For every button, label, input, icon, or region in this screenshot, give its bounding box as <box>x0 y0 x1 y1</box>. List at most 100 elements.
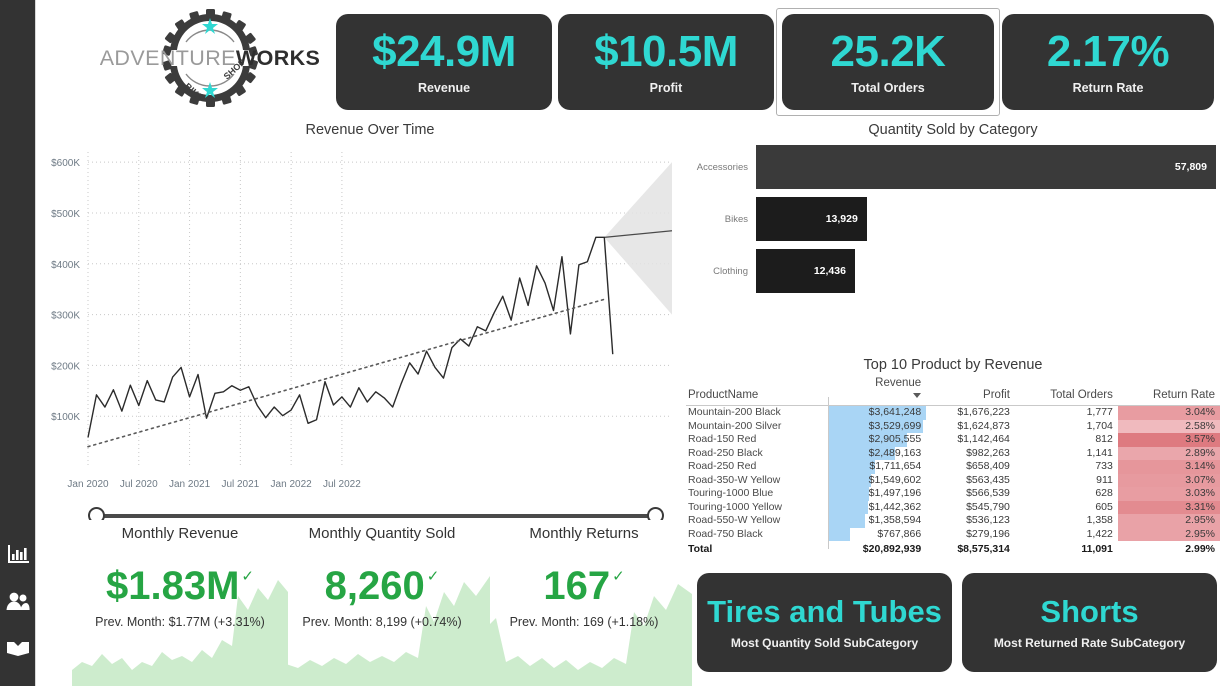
subcard-value: Shorts <box>1040 593 1139 629</box>
table-row[interactable]: Touring-1000 Blue $1,497,196 $566,539 628 3.… <box>686 487 1220 501</box>
subcard-label: Most Returned Rate SubCategory <box>993 635 1186 650</box>
cell-total-orders: 605 <box>1095 500 1113 513</box>
cell-product-name: Road-250 Red <box>688 460 757 472</box>
table-row[interactable]: Road-150 Red $2,905,555 $1,142,464 812 3.57% <box>686 433 1220 447</box>
kpi-value: $10.5M <box>594 26 738 76</box>
mini-card-monthly-returns[interactable]: Monthly Returns 167 ✓ Prev. Month: 169 (+… <box>476 520 692 686</box>
cell-product-name: Touring-1000 Blue <box>688 487 774 499</box>
bar-bikes[interactable]: 13,929 <box>756 197 867 241</box>
cell-return-rate: 3.03% <box>1117 487 1220 501</box>
cell-profit: $1,142,464 <box>957 433 1010 445</box>
subcard-most-returned-rate[interactable]: Shorts Most Returned Rate SubCategory <box>962 573 1217 672</box>
cell-product-name: Mountain-200 Silver <box>688 419 782 432</box>
table-row[interactable]: Road-250 Black $2,489,163 $982,263 1,141 2.8… <box>686 446 1220 460</box>
bar-accessories[interactable]: 57,809 <box>756 145 1216 189</box>
subcard-value: Tires and Tubes <box>707 593 942 629</box>
cell-return-rate: 3.14% <box>1117 460 1220 474</box>
x-axis-tick-label: Jan 2021 <box>169 479 211 490</box>
kpi-card-return-rate[interactable]: 2.17% Return Rate <box>1002 14 1214 110</box>
col-profit[interactable]: Profit <box>983 389 1010 401</box>
mini-card-monthly-revenue[interactable]: Monthly Revenue $1.83M ✓ Prev. Month: $1.… <box>72 520 288 686</box>
mini-card-monthly-quantity[interactable]: Monthly Quantity Sold 8,260 ✓ Prev. Month… <box>274 520 490 686</box>
subcard-most-quantity-sold[interactable]: Tires and Tubes Most Quantity Sold SubCa… <box>697 573 952 672</box>
kpi-label: Profit <box>649 80 683 95</box>
trend-line <box>87 298 606 448</box>
bar-row: Bikes 13,929 <box>686 197 1220 241</box>
cell-total-orders: 628 <box>1095 487 1113 499</box>
mini-card-value: $1.83M <box>106 564 240 608</box>
cell-return-rate: 2.89% <box>1117 446 1220 460</box>
mini-card-prev-month: Prev. Month: 8,199 (+0.74%) <box>302 615 462 629</box>
cell-revenue: $3,641,248 <box>829 406 927 420</box>
bar-clothing[interactable]: 12,436 <box>756 249 855 293</box>
revenue-line <box>87 236 614 438</box>
slider-track <box>96 514 656 518</box>
customers-icon[interactable] <box>0 578 36 624</box>
kpi-card-profit[interactable]: $10.5M Profit <box>558 14 774 110</box>
mini-card-value: 167 <box>543 564 611 608</box>
col-product-name[interactable]: ProductName <box>688 389 759 401</box>
kpi-card-revenue[interactable]: $24.9M Revenue <box>336 14 552 110</box>
cell-product-name: Mountain-200 Black <box>688 406 781 418</box>
sparkline-monthly-revenue <box>72 566 288 686</box>
col-revenue[interactable]: Revenue <box>829 377 926 406</box>
forecast-line <box>604 230 673 238</box>
cell-product-name: Road-250 Black <box>688 446 763 459</box>
revenue-data-bar <box>829 446 896 460</box>
revenue-data-bar <box>829 460 875 474</box>
cell-profit: $982,263 <box>966 446 1010 459</box>
kpi-value: $24.9M <box>372 26 516 76</box>
cell-profit: $563,435 <box>966 473 1010 486</box>
cell-profit: $279,196 <box>966 527 1010 540</box>
revenue-data-bar <box>829 406 927 420</box>
cell-revenue: $1,711,654 <box>829 460 926 474</box>
mini-card-prev-month: Prev. Month: 169 (+1.18%) <box>509 615 659 629</box>
col-total-orders[interactable]: Total Orders <box>1050 389 1113 401</box>
revenue-data-bar <box>829 433 907 447</box>
table-row[interactable]: Road-250 Red $1,711,654 $658,409 733 3.14% <box>686 460 1220 474</box>
products-icon[interactable] <box>0 624 36 670</box>
y-axis-tick-label: $400K <box>51 260 80 271</box>
cell-product-name: Road-750 Black <box>688 527 763 540</box>
cell-revenue: $1,358,594 <box>829 514 926 528</box>
x-axis-tick-label: Jul 2021 <box>221 479 259 490</box>
cell-return-rate: 2.58% <box>1117 419 1220 433</box>
table-row[interactable]: Road-750 Black $767,866 $279,196 1,422 2.95% <box>686 527 1220 541</box>
sparkline-monthly-returns <box>476 566 692 686</box>
table-row[interactable]: Road-550-W Yellow $1,358,594 $536,123 1,358… <box>686 514 1220 528</box>
table-row[interactable]: Road-350-W Yellow $1,549,602 $563,435 911 3.… <box>686 473 1220 487</box>
column-divider <box>828 397 829 549</box>
table-row[interactable]: Touring-1000 Yellow $1,442,362 $545,790 605… <box>686 500 1220 514</box>
cell-revenue: $1,442,362 <box>829 500 926 514</box>
y-axis-tick-label: $200K <box>51 361 80 372</box>
subcard-label: Most Quantity Sold SubCategory <box>730 635 919 650</box>
table-total-row: Total $20,892,939 $8,575,314 11,091 2.99% <box>686 541 1220 557</box>
table-row[interactable]: Mountain-200 Black $3,641,248 $1,676,223 1,… <box>686 405 1220 420</box>
y-axis-tick-label: $600K <box>51 158 80 169</box>
cell-revenue: $1,549,602 <box>829 473 926 487</box>
trend-up-check-icon: ✓ <box>241 568 254 585</box>
trend-up-check-icon: ✓ <box>612 568 625 585</box>
kpi-card-total-orders[interactable]: 25.2K Total Orders <box>782 14 994 110</box>
col-return-rate[interactable]: Return Rate <box>1152 389 1215 401</box>
cell-profit: $536,123 <box>966 514 1010 526</box>
revenue-data-bar <box>829 514 866 528</box>
brand-logo: ADVENTUREWORKS BIKE SHOP <box>100 2 320 114</box>
quantity-by-category-chart[interactable]: Accessories 57,809 Bikes 13,929 Clothing 12,4… <box>686 145 1220 335</box>
dashboard-icon[interactable] <box>0 532 36 578</box>
top-products-table[interactable]: ProductName Revenue Profit Total Orders … <box>686 377 1220 557</box>
cell-total-profit: $8,575,314 <box>957 543 1010 555</box>
cell-total-orders: 911 <box>1096 473 1113 486</box>
mini-card-title: Monthly Quantity Sold <box>308 525 456 542</box>
mini-card-value: 8,260 <box>324 564 425 608</box>
cell-total-orders: 812 <box>1095 433 1113 445</box>
cell-profit: $545,790 <box>966 500 1010 513</box>
cell-revenue: $2,489,163 <box>829 446 926 460</box>
table-row[interactable]: Mountain-200 Silver $3,529,699 $1,624,873 1… <box>686 419 1220 433</box>
revenue-over-time-chart[interactable]: $100K $200K $300K $400K $500K $600K Jan 2020 Ju… <box>36 140 684 505</box>
x-axis-tick-label: Jul 2022 <box>323 479 361 490</box>
cell-revenue: $2,905,555 <box>829 433 926 447</box>
kpi-label: Revenue <box>417 80 471 95</box>
cell-total-label: Total <box>688 543 713 555</box>
